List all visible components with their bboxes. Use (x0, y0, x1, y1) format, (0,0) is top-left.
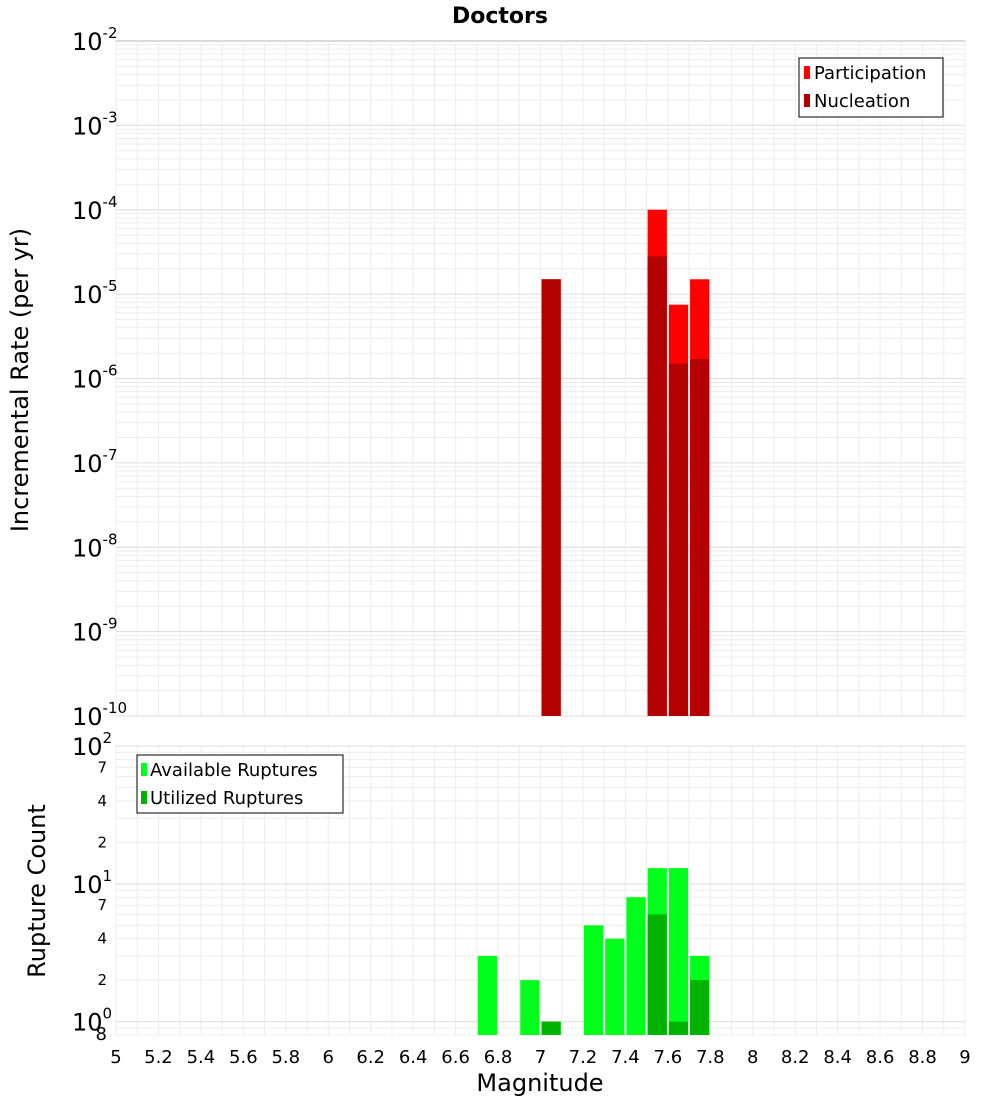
rate-y-tick-label: 10-8 (72, 530, 118, 562)
utilized-legend-label: Utilized Ruptures (150, 788, 303, 809)
magnitude-tick-label: 6 (323, 1047, 334, 1068)
available-rupture-bar (626, 897, 646, 1035)
rate-bars (541, 209, 710, 716)
magnitude-tick-label: 6.4 (399, 1047, 428, 1068)
magnitude-x-ticks: 5 5.2 5.4 5.6 5.8 6 6.2 6.4 6.6 6.8 7 7.2 7.4 7.6 7.8 8… (110, 1047, 970, 1068)
count-y-minor-tick-label: 2 (97, 833, 107, 851)
magnitude-tick-label: 7.2 (569, 1047, 598, 1068)
magnitude-tick-label: 5.6 (229, 1047, 258, 1068)
available-legend-swatch (141, 763, 147, 776)
magnitude-tick-label: 8 (747, 1047, 758, 1068)
magnitude-tick-label: 7.8 (696, 1047, 725, 1068)
rate-y-tick-label: 10-3 (72, 108, 118, 140)
rate-y-tick-label: 10-5 (72, 277, 118, 309)
available-legend-label: Available Ruptures (150, 760, 318, 781)
count-y-minor-tick-label: 8 (96, 1024, 107, 1045)
count-y-minor-tick-label: 7 (97, 896, 107, 914)
utilized-legend-swatch (141, 791, 147, 804)
rate-y-tick-label: 10-4 (72, 193, 118, 225)
count-y-minor-tick-label: 4 (97, 930, 107, 948)
count-panel: 102 101 100 7 4 2 7 4 2 8 Rupture Count Available… (23, 729, 971, 1097)
rate-y-axis-label: Incremental Rate (per yr) (6, 228, 34, 532)
magnitude-tick-label: 8.4 (823, 1047, 852, 1068)
magnitude-tick-label: 5 (110, 1047, 121, 1068)
available-rupture-bar (477, 955, 498, 1035)
available-rupture-bar (668, 868, 689, 1035)
rate-y-tick-label: 10-6 (72, 362, 118, 394)
nucleation-bar (668, 363, 689, 716)
magnitude-tick-label: 5.4 (187, 1047, 216, 1068)
magnitude-tick-label: 7.6 (654, 1047, 683, 1068)
utilized-rupture-bar (668, 1021, 689, 1035)
participation-legend-label: Participation (814, 63, 926, 84)
chart-title: Doctors (452, 4, 548, 29)
magnitude-tick-label: 8.8 (908, 1047, 937, 1068)
count-y-tick-label: 102 (72, 729, 112, 761)
rate-panel: 10-2 10-3 10-4 10-5 10-6 10-7 10-8 10-9 10-10 In… (6, 24, 966, 731)
count-bars (477, 868, 710, 1035)
utilized-rupture-bar (647, 914, 667, 1035)
nucleation-bar (541, 279, 561, 716)
magnitude-tick-label: 6.2 (356, 1047, 385, 1068)
magnitude-tick-label: 6.6 (441, 1047, 470, 1068)
rate-gridlines (115, 41, 966, 717)
utilized-rupture-bar (690, 980, 710, 1035)
rate-legend-box (798, 57, 944, 118)
count-legend-box (136, 754, 344, 814)
available-rupture-bar (605, 938, 625, 1035)
rate-y-tick-label: 10-10 (72, 699, 127, 731)
nucleation-legend-label: Nucleation (814, 91, 910, 112)
magnitude-tick-label: 7.4 (611, 1047, 640, 1068)
count-y-minor-tick-label: 4 (97, 792, 107, 810)
count-y-tick-label: 101 (72, 867, 112, 899)
available-rupture-bar (583, 925, 604, 1035)
nucleation-bar (647, 256, 667, 716)
rate-y-tick-label: 10-2 (72, 24, 118, 56)
rate-y-ticks: 10-2 10-3 10-4 10-5 10-6 10-7 10-8 10-9 10-10 (72, 24, 127, 731)
nucleation-bar (690, 359, 710, 716)
rate-y-tick-label: 10-9 (72, 615, 118, 647)
participation-legend-swatch (804, 66, 810, 79)
magnitude-tick-label: 9 (959, 1047, 970, 1068)
utilized-rupture-bar (541, 1021, 561, 1035)
count-gridlines (115, 745, 966, 1036)
count-y-tick-label: 100 (72, 1005, 112, 1037)
magnitude-tick-label: 5.8 (271, 1047, 300, 1068)
magnitude-tick-label: 8.6 (866, 1047, 895, 1068)
count-y-axis-label: Rupture Count (23, 804, 51, 978)
count-legend: Available Ruptures Utilized Ruptures (136, 754, 344, 814)
nucleation-legend-swatch (804, 94, 810, 107)
magnitude-tick-label: 7 (535, 1047, 546, 1068)
magnitude-tick-label: 6.8 (484, 1047, 513, 1068)
magnitude-tick-label: 5.2 (144, 1047, 173, 1068)
available-rupture-bar (520, 980, 540, 1035)
rate-y-tick-label: 10-7 (72, 446, 118, 478)
magnitude-tick-label: 8.2 (781, 1047, 810, 1068)
rate-legend: Participation Nucleation (798, 57, 944, 118)
x-axis-label: Magnitude (476, 1069, 603, 1097)
count-y-minor-tick-label: 7 (97, 758, 107, 776)
count-y-ticks: 102 101 100 7 4 2 7 4 2 8 (72, 729, 112, 1045)
count-y-minor-tick-label: 2 (97, 971, 107, 989)
